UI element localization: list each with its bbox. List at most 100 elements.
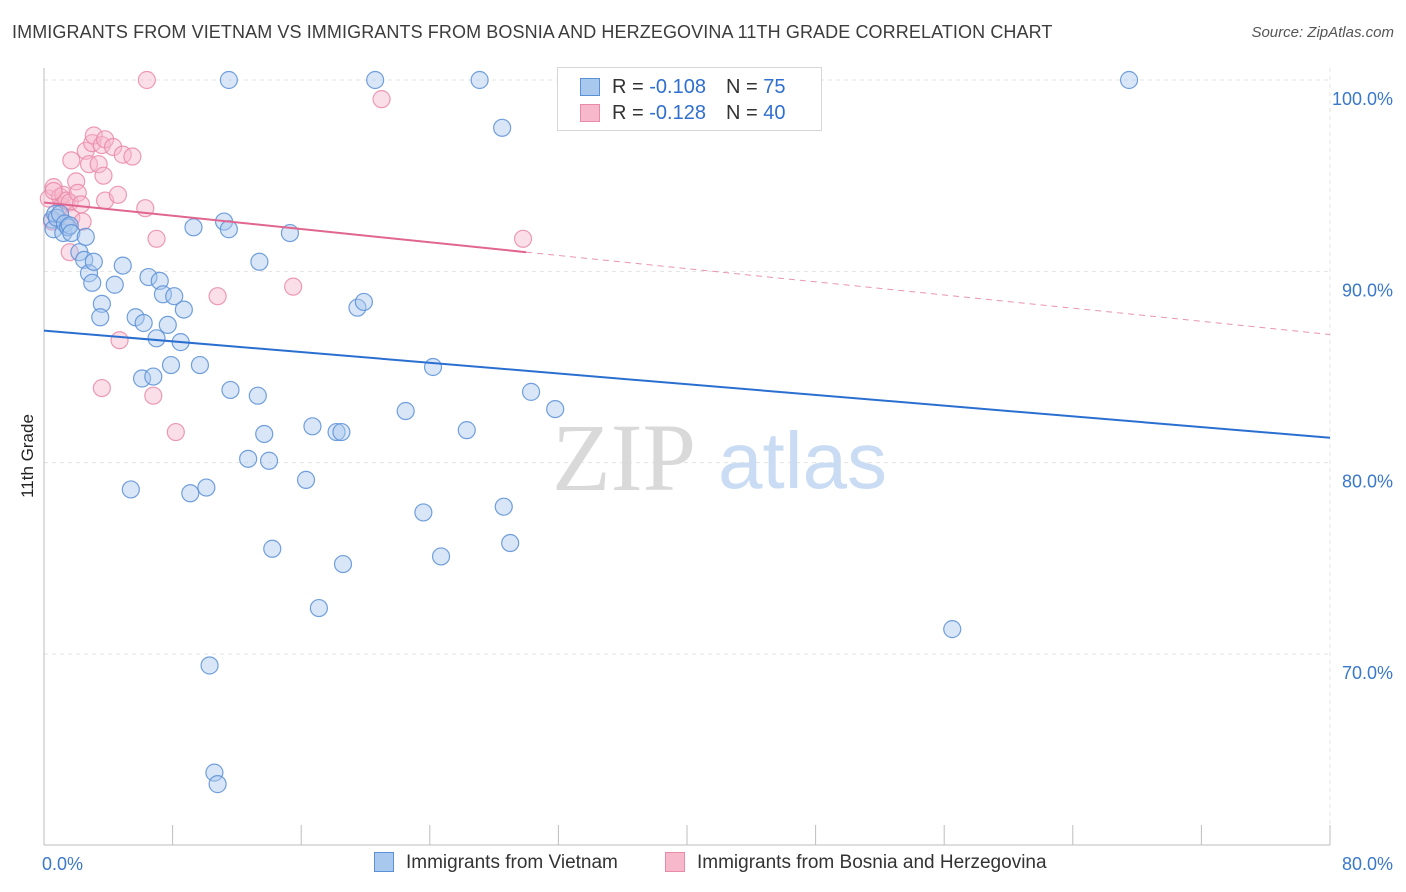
vietnam-point — [92, 294, 111, 313]
legend-n-value-vietnam: 75 — [763, 76, 786, 98]
vietnam-point — [121, 480, 140, 499]
vietnam-point — [190, 355, 210, 375]
vietnam-point — [1119, 70, 1139, 90]
bosnia-point — [144, 386, 163, 405]
vietnam-point — [79, 264, 99, 283]
bosnia-point — [137, 70, 156, 90]
vietnam-point — [470, 70, 489, 90]
legend-swatch-vietnam — [580, 78, 600, 96]
bosnia-point — [92, 135, 111, 155]
vietnam-point — [239, 449, 258, 468]
bottom-legend-bosnia: Immigrants from Bosnia and Herzegovina — [665, 852, 1047, 876]
vietnam-point — [333, 554, 353, 574]
y-tick-label: 90.0% — [1342, 280, 1393, 300]
bottom-legend-label-bosnia: Immigrants from Bosnia and Herzegovina — [697, 852, 1047, 873]
vietnam-point — [546, 399, 565, 419]
vietnam-point — [165, 287, 184, 306]
legend-r-label-vietnam: R = — [612, 76, 650, 98]
bottom-legend-label-vietnam: Immigrants from Vietnam — [406, 852, 618, 873]
vietnam-point — [219, 220, 238, 239]
y-tick-labels: 100.0% 90.0% 80.0% 70.0% — [1332, 89, 1393, 683]
vietnam-point — [263, 539, 282, 558]
vietnam-point — [521, 382, 541, 401]
vietnam-point — [221, 380, 240, 400]
bosnia-trend-line-extension — [526, 251, 1331, 335]
vietnam-point — [457, 421, 476, 440]
y-tick-label: 80.0% — [1342, 472, 1393, 492]
vietnam-point — [250, 252, 269, 271]
vietnam-point — [423, 357, 443, 377]
vietnam-point — [354, 292, 373, 312]
vietnam-point — [181, 484, 200, 503]
legend-row-bosnia: R = -0.128 N = 40 — [580, 102, 785, 126]
vietnam-point — [144, 367, 163, 386]
bosnia-point — [284, 277, 303, 296]
legend-r-value-bosnia: -0.128 — [649, 102, 706, 124]
vietnam-point — [84, 252, 103, 271]
bosnia-point — [92, 378, 111, 398]
legend-n-label-vietnam: N = — [725, 76, 764, 98]
vietnam-point — [60, 216, 79, 235]
bottom-legend-vietnam: Immigrants from Vietnam — [374, 852, 618, 876]
legend-n-label-bosnia: N = — [725, 102, 764, 124]
vietnam-point — [76, 227, 95, 246]
bottom-legend-swatch-bosnia — [665, 852, 685, 872]
bosnia-point — [44, 181, 63, 201]
vietnam-point — [83, 273, 102, 292]
bosnia-point — [208, 287, 227, 306]
bosnia-point — [123, 147, 142, 166]
watermark: ZIP atlas — [552, 404, 887, 511]
bosnia-point — [94, 166, 113, 185]
vietnam-point — [366, 70, 385, 90]
legend-row-vietnam: R = -0.108 N = 75 — [580, 76, 785, 100]
vietnam-point — [205, 763, 224, 782]
vietnam-point — [161, 355, 181, 375]
bosnia-point — [104, 137, 123, 157]
x-tick-label-min: 0.0% — [42, 854, 83, 874]
vietnam-point — [248, 386, 267, 405]
vietnam-point — [200, 656, 219, 675]
chart-title: IMMIGRANTS FROM VIETNAM VS IMMIGRANTS FR… — [12, 22, 1053, 42]
bosnia-point — [372, 90, 391, 109]
vietnam-point — [943, 620, 962, 639]
stats-legend: R = -0.108 N = 75 R = -0.128 N = 40 — [557, 67, 822, 131]
watermark-atlas: atlas — [718, 416, 887, 505]
vietnam-point — [494, 497, 513, 516]
legend-swatch-bosnia — [580, 104, 600, 122]
y-tick-label: 70.0% — [1342, 663, 1393, 683]
vietnam-point — [296, 470, 316, 489]
bosnia-point — [67, 172, 86, 191]
y-tick-label: 100.0% — [1332, 89, 1393, 109]
vietnam-point — [396, 401, 415, 421]
vietnam-point — [431, 547, 451, 566]
bosnia-point — [166, 422, 185, 442]
vietnam-point — [158, 315, 177, 335]
vietnam-point — [62, 223, 81, 243]
bosnia-point — [44, 178, 63, 197]
watermark-zip: ZIP — [552, 404, 696, 511]
vietnam-point — [134, 313, 153, 333]
chart-source: Source: ZipAtlas.com — [1251, 24, 1394, 41]
vietnam-point — [147, 329, 166, 348]
vietnam-point — [139, 267, 158, 287]
bosnia-point — [110, 331, 129, 350]
bosnia-point — [60, 243, 79, 262]
vietnam-point — [414, 503, 433, 522]
vietnam-point — [105, 275, 124, 294]
bosnia-trend-line — [43, 201, 527, 254]
vietnam-point — [197, 478, 216, 497]
vietnam-point — [153, 285, 173, 304]
vietnam-point — [174, 300, 193, 319]
legend-r-value-vietnam: -0.108 — [649, 76, 706, 98]
bosnia-point — [147, 229, 166, 248]
vietnam-point — [132, 369, 152, 388]
vietnam-point — [493, 118, 512, 137]
legend-n-value-bosnia: 40 — [763, 102, 786, 124]
bosnia-point — [513, 229, 533, 248]
vietnam-point — [501, 533, 520, 553]
vietnam-point — [208, 775, 227, 794]
vietnam-point — [150, 271, 169, 290]
vietnam-point — [219, 70, 238, 90]
legend-r-label-bosnia: R = — [612, 102, 650, 124]
